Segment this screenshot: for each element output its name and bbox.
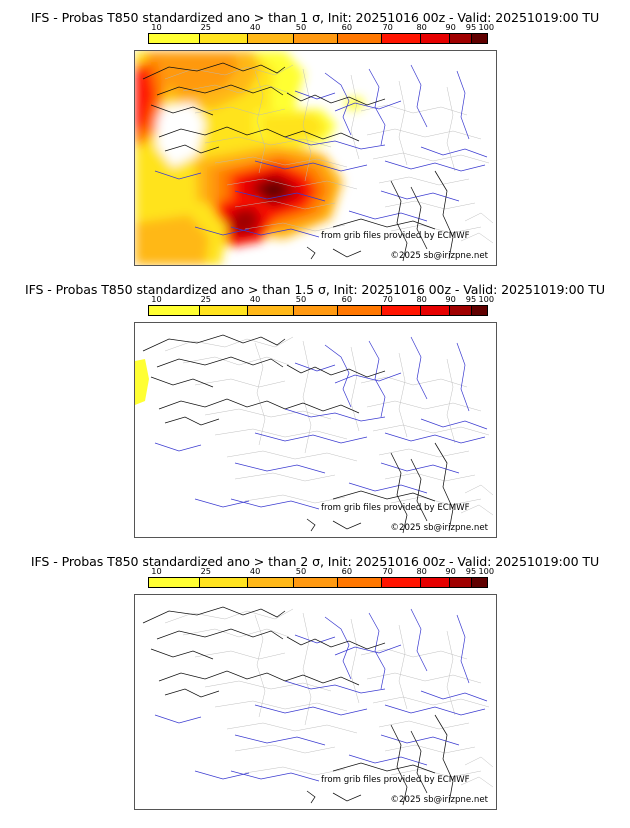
colorbar-segment	[449, 306, 473, 315]
colorbar-segment	[293, 34, 338, 43]
colorbar-tick: 60	[341, 566, 353, 576]
colorbar-tick: 50	[295, 566, 307, 576]
colorbar-tick: 25	[200, 22, 212, 32]
colorbar-tick: 40	[249, 294, 261, 304]
grib-credit: from grib files provided by ECMWF	[321, 231, 470, 241]
coastlines	[142, 606, 454, 806]
colorbar-segment	[293, 578, 338, 587]
map-geography	[142, 606, 494, 806]
colorbar-tick: 80	[416, 294, 427, 304]
panel-title: IFS - Probas T850 standardized ano > tha…	[24, 282, 606, 297]
colorbar-segment	[199, 578, 249, 587]
colorbar-segment	[420, 34, 450, 43]
colorbar-segment	[337, 306, 382, 315]
colorbar-tick: 70	[382, 294, 393, 304]
colorbar-tick: 40	[249, 22, 261, 32]
colorbar-tick: 100	[478, 294, 495, 304]
colorbar-segment	[248, 34, 294, 43]
colorbar-gradient	[148, 33, 488, 44]
colorbar: 10 25 40 50 60 70 80 90 95 100	[148, 294, 494, 316]
colorbar-gradient	[148, 577, 488, 588]
probability-field	[135, 51, 365, 265]
colorbar-segment	[199, 34, 249, 43]
colorbar-tick: 10	[151, 22, 162, 32]
rivers	[154, 608, 488, 782]
map-geography	[142, 334, 494, 534]
colorbar-segment	[381, 34, 421, 43]
colorbar-segment	[381, 306, 421, 315]
colorbar: 10 25 40 50 60 70 80 90 95 100	[148, 566, 494, 588]
colorbar-tick-labels: 10 25 40 50 60 70 80 90 95 100	[148, 566, 494, 577]
colorbar-tick: 100	[478, 566, 495, 576]
colorbar-segment	[248, 578, 294, 587]
colorbar-tick: 60	[341, 294, 353, 304]
panel-title: IFS - Probas T850 standardized ano > tha…	[30, 10, 600, 25]
colorbar-tick: 95	[465, 22, 477, 32]
colorbar-tick: 40	[249, 566, 261, 576]
probability-field	[135, 359, 149, 405]
colorbar-tick: 50	[295, 22, 307, 32]
map-canvas	[142, 606, 494, 806]
colorbar-tick: 50	[295, 294, 307, 304]
colorbar-segment	[472, 578, 487, 587]
colorbar-tick-labels: 10 25 40 50 60 70 80 90 95 100	[148, 22, 494, 33]
map-sigma-1p5[interactable]: from grib files provided by ECMWF ©2025 …	[134, 322, 497, 538]
colorbar-segment	[293, 306, 338, 315]
colorbar-tick-labels: 10 25 40 50 60 70 80 90 95 100	[148, 294, 494, 305]
map-sigma-1[interactable]: from grib files provided by ECMWF ©2025 …	[134, 50, 497, 266]
grib-credit: from grib files provided by ECMWF	[321, 503, 470, 513]
colorbar-tick: 80	[416, 566, 427, 576]
rivers	[154, 336, 488, 510]
colorbar-tick: 90	[445, 566, 456, 576]
colorbar-gradient	[148, 305, 488, 316]
colorbar-segment	[149, 306, 200, 315]
colorbar-tick: 10	[151, 294, 162, 304]
copyright-credit: ©2025 sb@irizpne.net	[390, 795, 488, 805]
colorbar: 10 25 40 50 60 70 80 90 95 100	[148, 22, 494, 44]
admin-boundaries	[164, 64, 494, 244]
admin-boundaries	[164, 608, 494, 788]
colorbar-segment	[449, 34, 473, 43]
colorbar-segment	[248, 306, 294, 315]
map-canvas	[135, 51, 494, 265]
colorbar-tick: 90	[445, 22, 456, 32]
colorbar-segment	[472, 34, 487, 43]
map-canvas	[135, 334, 494, 534]
colorbar-tick: 60	[341, 22, 353, 32]
coastlines	[142, 62, 454, 262]
colorbar-segment	[149, 34, 200, 43]
map-sigma-2[interactable]: from grib files provided by ECMWF ©2025 …	[134, 594, 497, 810]
colorbar-tick: 100	[478, 22, 495, 32]
colorbar-tick: 90	[445, 294, 456, 304]
copyright-credit: ©2025 sb@irizpne.net	[390, 523, 488, 533]
colorbar-tick: 10	[151, 566, 162, 576]
colorbar-segment	[381, 578, 421, 587]
colorbar-segment	[449, 578, 473, 587]
colorbar-tick: 70	[382, 566, 393, 576]
colorbar-segment	[420, 578, 450, 587]
colorbar-segment	[337, 34, 382, 43]
colorbar-segment	[149, 578, 200, 587]
colorbar-segment	[472, 306, 487, 315]
colorbar-segment	[337, 578, 382, 587]
colorbar-tick: 95	[465, 566, 477, 576]
map-geography	[142, 62, 494, 262]
admin-boundaries	[164, 336, 494, 516]
colorbar-segment	[420, 306, 450, 315]
colorbar-tick: 70	[382, 22, 393, 32]
panel-sigma-1: IFS - Probas T850 standardized ano > tha…	[0, 0, 630, 278]
panel-title: IFS - Probas T850 standardized ano > tha…	[30, 554, 600, 569]
panel-sigma-1p5: IFS - Probas T850 standardized ano > tha…	[0, 278, 630, 550]
grib-credit: from grib files provided by ECMWF	[321, 775, 470, 785]
colorbar-segment	[199, 306, 249, 315]
colorbar-tick: 25	[200, 566, 212, 576]
colorbar-tick: 95	[465, 294, 477, 304]
colorbar-tick: 25	[200, 294, 212, 304]
colorbar-tick: 80	[416, 22, 427, 32]
copyright-credit: ©2025 sb@irizpne.net	[390, 251, 488, 261]
panel-sigma-2: IFS - Probas T850 standardized ano > tha…	[0, 550, 630, 828]
coastlines	[142, 334, 454, 534]
